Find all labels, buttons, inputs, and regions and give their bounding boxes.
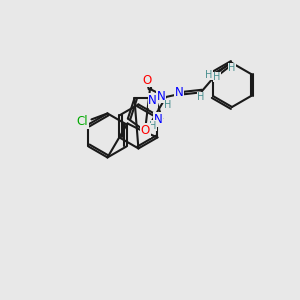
Text: H: H — [164, 100, 172, 110]
Text: H: H — [149, 121, 157, 130]
Text: H: H — [205, 70, 213, 80]
Text: N: N — [148, 94, 157, 107]
Text: Cl: Cl — [77, 115, 88, 128]
Text: H: H — [197, 92, 205, 102]
Text: H: H — [213, 72, 220, 82]
Text: N: N — [154, 113, 163, 126]
Text: O: O — [142, 74, 152, 86]
Text: N: N — [157, 89, 165, 103]
Text: H: H — [228, 63, 236, 73]
Text: N: N — [175, 85, 183, 98]
Text: O: O — [141, 124, 150, 137]
